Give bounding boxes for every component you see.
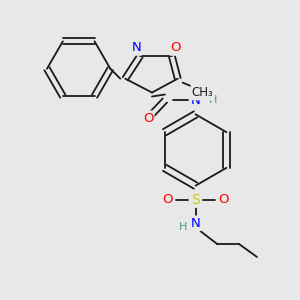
Text: H: H	[209, 95, 218, 106]
Text: CH₃: CH₃	[192, 86, 213, 99]
Text: O: O	[170, 41, 181, 55]
Text: H: H	[178, 222, 187, 232]
Text: S: S	[191, 193, 200, 206]
Text: N: N	[131, 41, 141, 55]
Text: O: O	[163, 193, 173, 206]
Text: N: N	[191, 217, 200, 230]
Text: O: O	[218, 193, 229, 206]
Text: N: N	[191, 94, 200, 107]
Text: O: O	[143, 112, 153, 125]
